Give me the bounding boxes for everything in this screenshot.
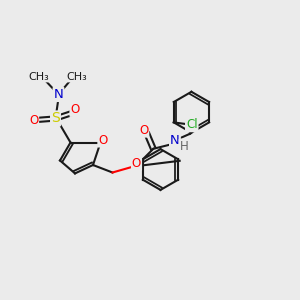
Text: N: N [170, 134, 180, 147]
Text: H: H [180, 140, 188, 153]
Text: CH₃: CH₃ [28, 71, 50, 82]
Text: O: O [98, 134, 107, 147]
Text: O: O [132, 157, 141, 170]
Text: S: S [51, 112, 60, 125]
Text: O: O [29, 113, 38, 127]
Text: Cl: Cl [186, 118, 198, 131]
Text: O: O [139, 124, 148, 137]
Text: CH₃: CH₃ [66, 71, 87, 82]
Text: O: O [70, 103, 80, 116]
Text: N: N [54, 88, 63, 101]
